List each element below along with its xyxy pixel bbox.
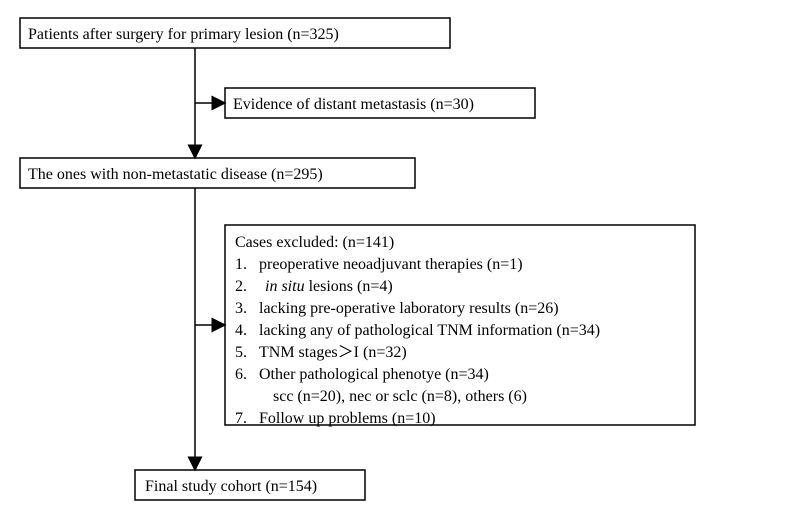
- excluded-item-3: lacking any of pathological TNM informat…: [259, 322, 600, 339]
- excluded-item-num-5: 6.: [235, 366, 247, 383]
- excluded-item-7: Follow up problems (n=10): [259, 410, 436, 427]
- excluded-item-num-4: 5.: [235, 344, 247, 361]
- excluded-header: Cases excluded: (n=141): [235, 234, 394, 251]
- metastasis-label: Evidence of distant metastasis (n=30): [233, 96, 474, 113]
- excluded-item-num-1: 2.: [235, 278, 247, 295]
- excluded-item-6: scc (n=20), nec or sclc (n=8), others (6…: [273, 388, 527, 405]
- excluded-item-num-0: 1.: [235, 256, 247, 273]
- nonmet-label: The ones with non-metastatic disease (n=…: [28, 166, 323, 183]
- excluded-item-5: Other pathological phenotye (n=34): [259, 366, 489, 383]
- excluded-item-1: in situ lesions (n=4): [265, 278, 393, 295]
- final-label: Final study cohort (n=154): [145, 478, 317, 495]
- excluded-item-num-7: 7.: [235, 410, 247, 427]
- start-label: Patients after surgery for primary lesio…: [28, 26, 339, 43]
- excluded-item-4: TNM stages＞I (n=32): [259, 344, 407, 361]
- excluded-item-0: preoperative neoadjuvant therapies (n=1): [259, 256, 523, 273]
- excluded-item-2: lacking pre-operative laboratory results…: [259, 300, 559, 317]
- excluded-item-num-2: 3.: [235, 300, 247, 317]
- excluded-item-num-3: 4.: [235, 322, 247, 339]
